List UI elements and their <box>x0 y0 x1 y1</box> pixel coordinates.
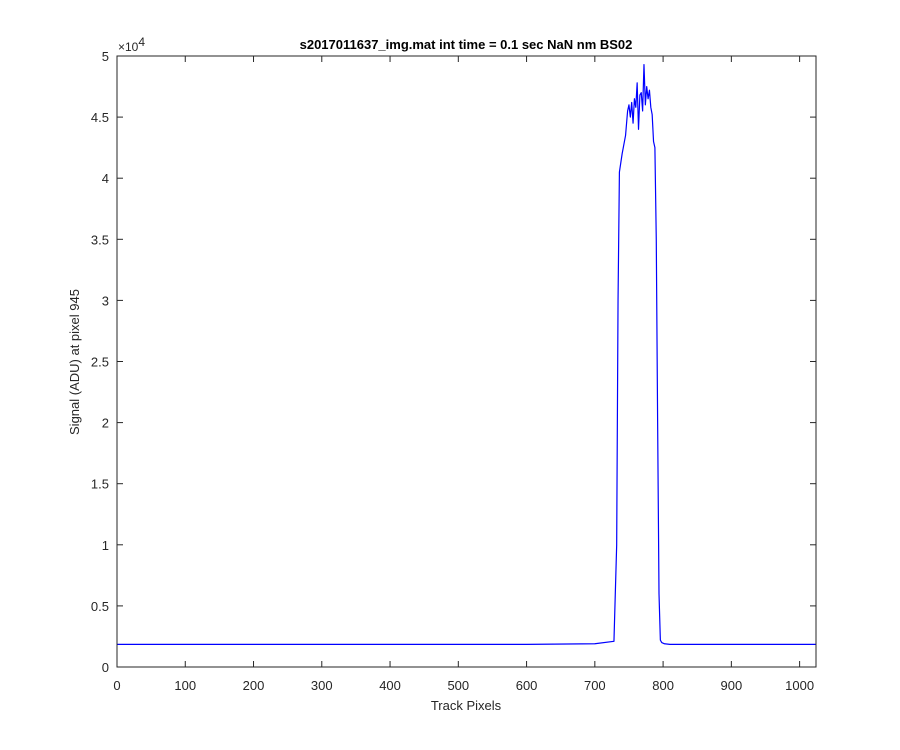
x-tick-label: 600 <box>516 678 538 693</box>
y-tick-label: 3.5 <box>91 232 109 247</box>
y-tick-label: 2 <box>102 416 109 431</box>
x-tick-label: 900 <box>721 678 743 693</box>
x-tick-label: 200 <box>243 678 265 693</box>
x-axis-title: Track Pixels <box>431 698 502 713</box>
x-tick-label: 1000 <box>785 678 814 693</box>
y-exponent-power: 4 <box>138 35 145 49</box>
y-tick-label: 2.5 <box>91 355 109 370</box>
y-tick-label: 0 <box>102 660 109 675</box>
series-line-0 <box>117 63 816 645</box>
series-layer <box>117 63 816 645</box>
y-tick-label: 1 <box>102 538 109 553</box>
x-axis-ticks: 0 100 200 300 400 500 600 700 800 900 1000 <box>113 56 814 693</box>
x-tick-label: 500 <box>447 678 469 693</box>
x-tick-label: 300 <box>311 678 333 693</box>
x-tick-label: 700 <box>584 678 606 693</box>
x-tick-label: 100 <box>174 678 196 693</box>
axes-box <box>116 55 817 668</box>
chart-title: s2017011637_img.mat int time = 0.1 sec N… <box>300 37 633 52</box>
y-exponent-base: ×10 <box>118 40 139 54</box>
y-tick-label: 4 <box>102 171 109 186</box>
plot-area <box>117 56 816 667</box>
y-axis-exponent: ×104 <box>118 35 145 54</box>
y-axis-title: Signal (ADU) at pixel 945 <box>67 289 82 435</box>
y-tick-label: 3 <box>102 293 109 308</box>
x-tick-label: 800 <box>652 678 674 693</box>
y-tick-label: 0.5 <box>91 599 109 614</box>
y-axis-ticks: 0 0.5 1 1.5 2 2.5 3 3.5 4 4.5 5 <box>91 49 816 675</box>
y-tick-label: 5 <box>102 49 109 64</box>
x-tick-label: 400 <box>379 678 401 693</box>
x-tick-label: 0 <box>113 678 120 693</box>
y-tick-label: 4.5 <box>91 110 109 125</box>
y-tick-label: 1.5 <box>91 477 109 492</box>
